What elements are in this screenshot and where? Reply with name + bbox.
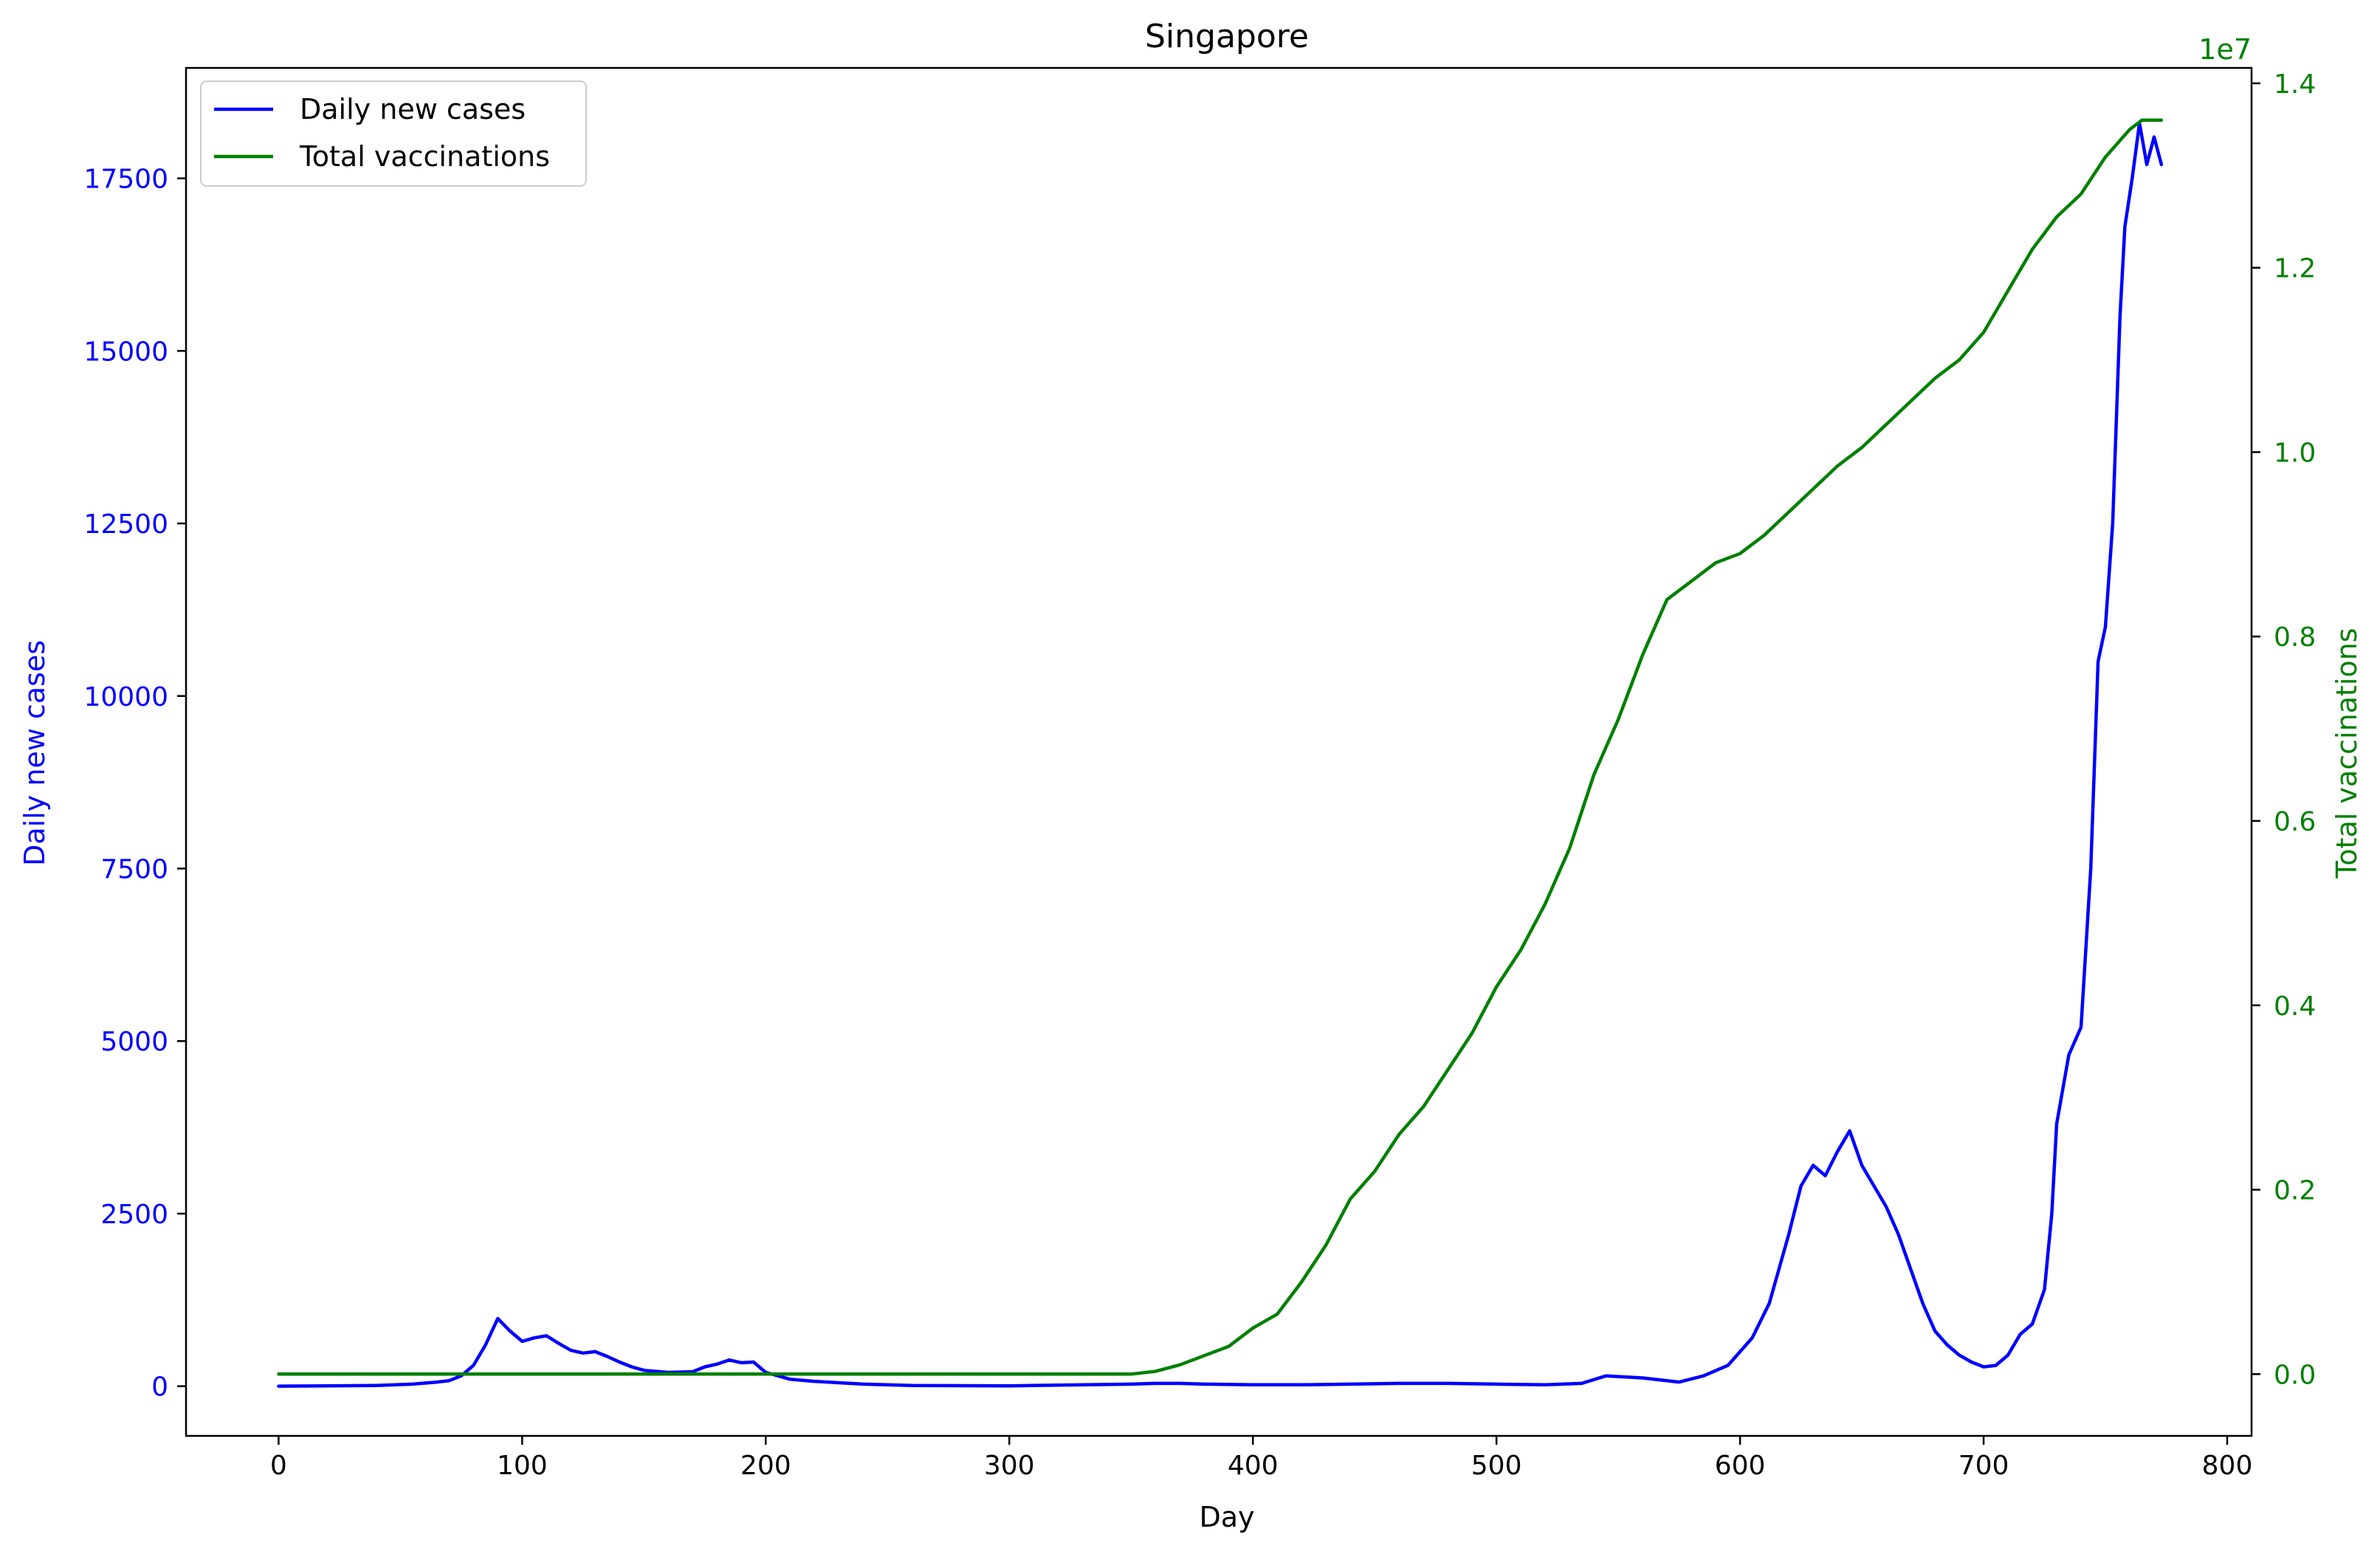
y-left-tick-label: 12500	[83, 509, 168, 540]
y-left-tick-label: 10000	[83, 682, 168, 712]
legend-label-total-vaccinations: Total vaccinations	[299, 140, 550, 173]
y-right-tick-label: 0.6	[2274, 807, 2316, 837]
chart-legend: Daily new cases Total vaccinations	[200, 80, 587, 187]
plot-frame	[185, 66, 2253, 1437]
plot-area: 0 100 200 300 400 500 600 700 800 0 2500 5000 7500 10…	[83, 66, 2316, 1481]
x-tick-label: 500	[1471, 1451, 1522, 1481]
x-tick-label: 800	[2202, 1451, 2253, 1481]
right-axis-offset-text: 1e7	[2198, 33, 2252, 66]
y-right-tick-label: 0.4	[2274, 991, 2316, 1022]
x-tick-label: 300	[984, 1451, 1035, 1481]
y-left-tick-label: 7500	[100, 855, 168, 885]
legend-label-daily-new-cases: Daily new cases	[300, 93, 526, 126]
y-right-axis-label: Total vaccinations	[2331, 628, 2363, 879]
legend-box	[200, 80, 587, 187]
y-right-tick-label: 0.2	[2274, 1176, 2316, 1206]
x-tick-label: 600	[1715, 1451, 1766, 1481]
x-tick-label: 100	[497, 1451, 548, 1481]
y-left-tick-label: 0	[151, 1372, 168, 1403]
series-line-total-vaccinations	[277, 118, 2164, 1376]
chart-title: Singapore	[1145, 18, 1309, 55]
y-right-tick-label: 0.0	[2274, 1360, 2316, 1390]
y-right-tick-label: 1.4	[2274, 69, 2316, 100]
y-left-tick-label: 17500	[83, 165, 168, 195]
y-right-tick-label: 1.2	[2274, 254, 2316, 284]
x-tick-label: 400	[1228, 1451, 1279, 1481]
y-right-tick-label: 1.0	[2274, 438, 2316, 468]
y-left-tick-label: 5000	[100, 1027, 168, 1057]
series-line-daily-new-cases	[277, 121, 2164, 1388]
y-left-tick-label: 15000	[83, 337, 168, 367]
y-right-tick-label: 0.8	[2274, 622, 2316, 653]
x-tick-label: 700	[1958, 1451, 2009, 1481]
x-tick-label: 200	[740, 1451, 791, 1481]
y-left-tick-label: 2500	[100, 1200, 168, 1230]
y-left-axis-label: Daily new cases	[18, 640, 51, 866]
x-axis-label: Day	[1199, 1501, 1254, 1533]
x-tick-label: 0	[270, 1451, 287, 1481]
